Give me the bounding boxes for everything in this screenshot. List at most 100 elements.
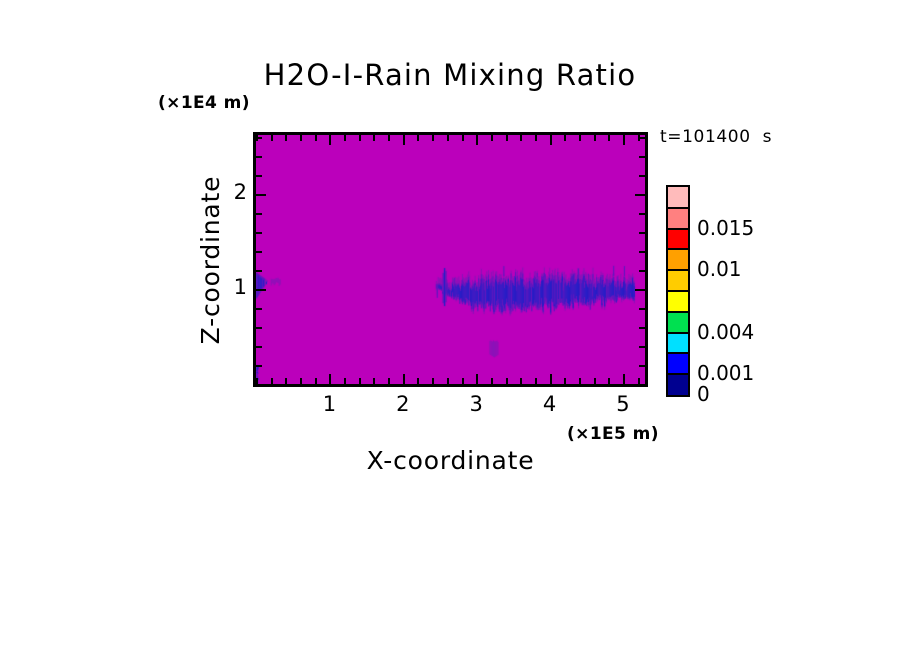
axis-tick: [417, 378, 419, 384]
axis-tick: [271, 135, 273, 141]
y-tick-label: 2: [233, 179, 247, 204]
page-title: H2O-I-Rain Mixing Ratio: [0, 58, 904, 92]
axis-tick: [373, 378, 375, 384]
colorbar-band: [668, 228, 688, 250]
axis-tick: [344, 378, 346, 384]
axis-tick: [623, 374, 625, 384]
colorbar-tick-label: 0.004: [697, 319, 755, 344]
axis-tick: [256, 384, 262, 386]
axis-tick: [256, 232, 262, 234]
axis-tick: [256, 270, 262, 272]
axis-tick: [462, 135, 464, 141]
axis-tick: [344, 135, 346, 141]
x-tick-label: 3: [469, 392, 483, 416]
axis-tick: [329, 374, 331, 384]
colorbar-band: [668, 374, 688, 395]
colorbar-band: [668, 187, 688, 208]
axis-tick: [550, 374, 552, 384]
axis-tick: [594, 135, 596, 141]
axis-tick: [491, 378, 493, 384]
axis-tick: [639, 365, 645, 367]
x-tick-label: 1: [322, 392, 337, 416]
axis-tick: [635, 289, 645, 291]
colorbar-band-separator: [666, 331, 690, 334]
axis-tick: [315, 135, 317, 141]
axis-tick: [491, 135, 493, 141]
axis-tick: [579, 135, 581, 141]
axis-tick: [579, 378, 581, 384]
axis-tick: [256, 289, 266, 291]
colorbar-band-separator: [666, 269, 690, 272]
axis-tick: [285, 378, 287, 384]
colorbar-tick-label: 0: [697, 382, 710, 406]
axis-tick: [564, 378, 566, 384]
heatmap-canvas: [256, 135, 645, 384]
colorbar-tick-label: 0.001: [697, 361, 755, 386]
colorbar-band: [668, 291, 688, 312]
axis-tick: [639, 327, 645, 329]
colorbar-band: [668, 353, 688, 375]
axis-tick: [639, 175, 645, 177]
axis-tick: [403, 374, 405, 384]
axis-tick: [476, 374, 478, 384]
x-tick-label: 5: [616, 392, 630, 416]
axis-tick: [638, 378, 640, 384]
axis-tick: [300, 135, 302, 141]
y-axis-title: Z-coordinate: [196, 175, 225, 345]
axis-tick: [432, 378, 434, 384]
y-axis-units-label: (×1E4 m): [158, 93, 250, 113]
axis-tick: [256, 327, 262, 329]
axis-tick: [639, 213, 645, 215]
axis-tick: [256, 365, 262, 367]
axis-tick: [256, 213, 262, 215]
x-tick-label: 2: [396, 392, 410, 416]
timestamp-label: t=101400 s: [660, 127, 773, 147]
axis-tick: [256, 156, 262, 158]
axis-tick: [256, 175, 262, 177]
colorbar-band: [668, 249, 688, 271]
axis-tick: [550, 135, 552, 145]
colorbar-band: [668, 332, 688, 354]
axis-tick: [329, 135, 331, 145]
axis-tick: [256, 137, 262, 139]
axis-tick: [476, 135, 478, 145]
colorbar-band-separator: [666, 310, 690, 313]
axis-tick: [639, 346, 645, 348]
axis-tick: [285, 135, 287, 141]
axis-tick: [520, 135, 522, 141]
axis-tick: [256, 194, 266, 196]
axis-tick: [388, 378, 390, 384]
axis-tick: [623, 135, 625, 145]
axis-tick: [639, 308, 645, 310]
axis-tick: [447, 135, 449, 141]
axis-tick: [535, 135, 537, 141]
colorbar-band-separator: [666, 352, 690, 355]
colorbar-band-separator: [666, 248, 690, 251]
x-axis-units-label: (×1E5 m): [567, 424, 659, 444]
axis-tick: [639, 384, 645, 386]
colorbar-band-separator: [666, 290, 690, 292]
colorbar-band: [668, 311, 688, 333]
axis-tick: [359, 378, 361, 384]
axis-tick: [594, 378, 596, 384]
plot-area[interactable]: [253, 132, 648, 387]
plot-title-text: H2O-I-Rain Mixing Ratio: [263, 58, 637, 92]
axis-tick: [520, 378, 522, 384]
axis-tick: [417, 135, 419, 141]
x-axis-title: X-coordinate: [366, 446, 535, 475]
axis-tick: [506, 135, 508, 141]
colorbar-band: [668, 207, 688, 229]
axis-tick: [639, 251, 645, 253]
axis-tick: [256, 251, 262, 253]
axis-tick: [535, 378, 537, 384]
axis-tick: [608, 378, 610, 384]
axis-tick: [564, 135, 566, 141]
colorbar-band-separator: [666, 227, 690, 230]
axis-tick: [359, 135, 361, 141]
x-tick-label: 4: [542, 392, 557, 416]
colorbar-band: [668, 270, 688, 292]
axis-tick: [447, 378, 449, 384]
axis-tick: [373, 135, 375, 141]
axis-tick: [388, 135, 390, 141]
axis-tick: [403, 135, 405, 145]
